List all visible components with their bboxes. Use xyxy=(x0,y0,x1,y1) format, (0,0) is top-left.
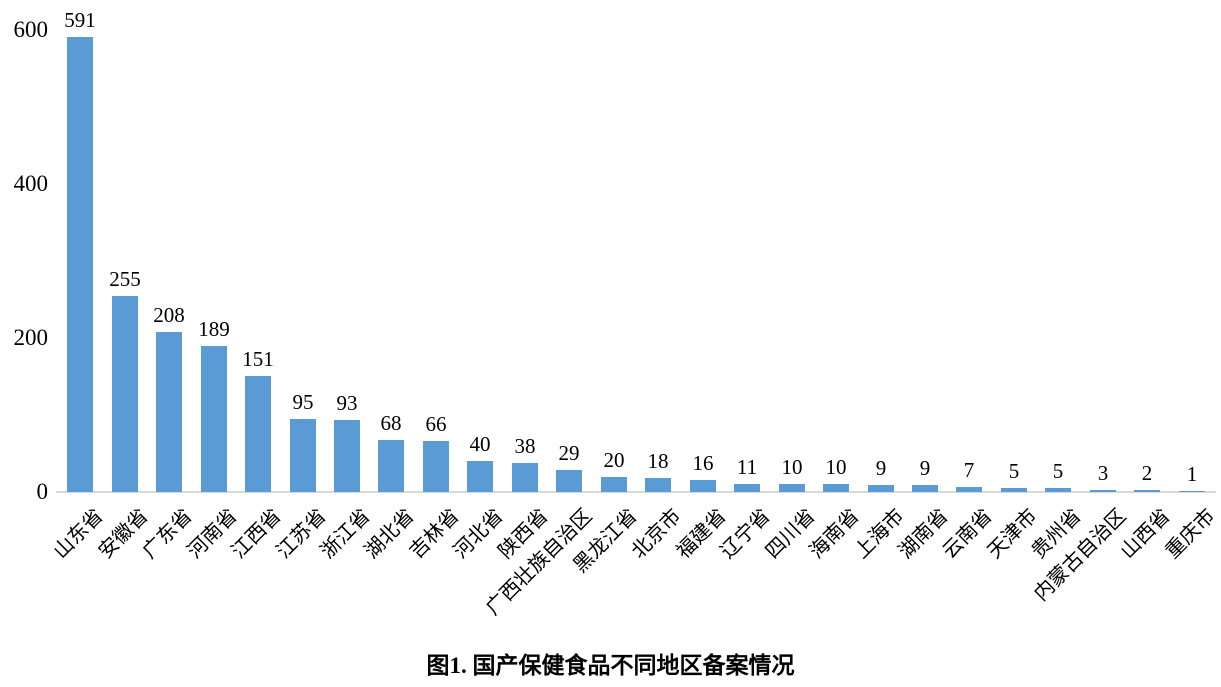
bar xyxy=(334,420,360,492)
bar-value-label: 5 xyxy=(1008,459,1020,483)
bar xyxy=(556,470,582,492)
bar xyxy=(912,485,938,492)
bar xyxy=(601,477,627,492)
bar xyxy=(112,296,138,492)
x-category-label: 河北省 xyxy=(449,505,508,563)
x-category-label: 安徽省 xyxy=(94,505,153,563)
bar-value-label: 66 xyxy=(425,412,447,436)
x-category-label: 福建省 xyxy=(672,505,731,563)
y-tick-label: 400 xyxy=(13,171,49,196)
bar-value-label: 68 xyxy=(380,411,402,435)
bar xyxy=(645,478,671,492)
x-category-label: 吉林省 xyxy=(405,505,464,563)
bar-value-label: 10 xyxy=(781,455,803,479)
bar-value-label: 255 xyxy=(109,267,141,291)
bar xyxy=(779,484,805,492)
x-category-label: 江西省 xyxy=(227,505,286,563)
x-category-label: 江苏省 xyxy=(272,505,331,563)
bar xyxy=(956,487,982,492)
bar-value-label: 9 xyxy=(919,456,931,480)
chart-title: 图1. 国产保健食品不同地区备案情况 xyxy=(426,653,795,678)
bar xyxy=(868,485,894,492)
x-category-label: 四川省 xyxy=(761,505,820,563)
bar xyxy=(67,37,93,492)
y-tick-label: 0 xyxy=(36,479,49,504)
bar xyxy=(290,419,316,492)
bar xyxy=(734,484,760,492)
x-category-label: 辽宁省 xyxy=(716,505,775,563)
bar xyxy=(823,484,849,492)
bar-value-label: 10 xyxy=(825,455,847,479)
bar-value-label: 2 xyxy=(1141,461,1153,485)
x-category-label: 广东省 xyxy=(138,505,197,563)
bar-value-label: 9 xyxy=(875,456,887,480)
bar-value-label: 29 xyxy=(558,441,580,465)
bar-value-label: 1 xyxy=(1186,462,1198,486)
bar-value-label: 16 xyxy=(692,451,714,475)
x-category-label: 云南省 xyxy=(938,505,997,563)
bar xyxy=(423,441,449,492)
bar xyxy=(1001,488,1027,492)
x-category-label: 山东省 xyxy=(49,505,108,563)
bar-value-label: 40 xyxy=(469,432,491,456)
bar xyxy=(467,461,493,492)
bar-value-label: 20 xyxy=(603,448,625,472)
bar-value-label: 18 xyxy=(647,449,669,473)
y-tick-label: 200 xyxy=(13,325,49,350)
bar-value-label: 208 xyxy=(153,303,185,327)
bar xyxy=(512,463,538,492)
bar-value-label: 151 xyxy=(242,347,274,371)
x-category-label: 天津市 xyxy=(983,505,1042,563)
x-category-label: 北京市 xyxy=(627,505,686,563)
bar xyxy=(156,332,182,492)
x-category-label: 湖南省 xyxy=(894,505,953,563)
x-axis-line xyxy=(56,491,1216,493)
bar-value-label: 11 xyxy=(736,455,758,479)
bar-value-label: 3 xyxy=(1097,461,1109,485)
bar-value-label: 5 xyxy=(1052,459,1064,483)
x-category-label: 浙江省 xyxy=(316,505,375,563)
bar-value-label: 7 xyxy=(963,458,975,482)
bar xyxy=(1134,490,1160,492)
x-category-label: 河南省 xyxy=(183,505,242,563)
y-tick-label: 600 xyxy=(13,17,49,42)
bar-value-label: 189 xyxy=(198,317,230,341)
bar xyxy=(1090,490,1116,492)
bar-value-label: 95 xyxy=(292,390,314,414)
x-category-label: 山西省 xyxy=(1116,505,1175,563)
bar xyxy=(1179,491,1205,492)
bar xyxy=(378,440,404,492)
x-category-label: 上海市 xyxy=(850,505,909,563)
bar xyxy=(1045,488,1071,492)
bar xyxy=(201,346,227,492)
x-category-label: 重庆市 xyxy=(1161,505,1220,563)
bar-value-label: 591 xyxy=(64,8,96,32)
x-category-label: 湖北省 xyxy=(360,505,419,563)
bar-value-label: 38 xyxy=(514,434,536,458)
x-category-label: 海南省 xyxy=(805,505,864,563)
bar xyxy=(690,480,716,492)
bar-value-label: 93 xyxy=(336,391,358,415)
bar xyxy=(245,376,271,492)
